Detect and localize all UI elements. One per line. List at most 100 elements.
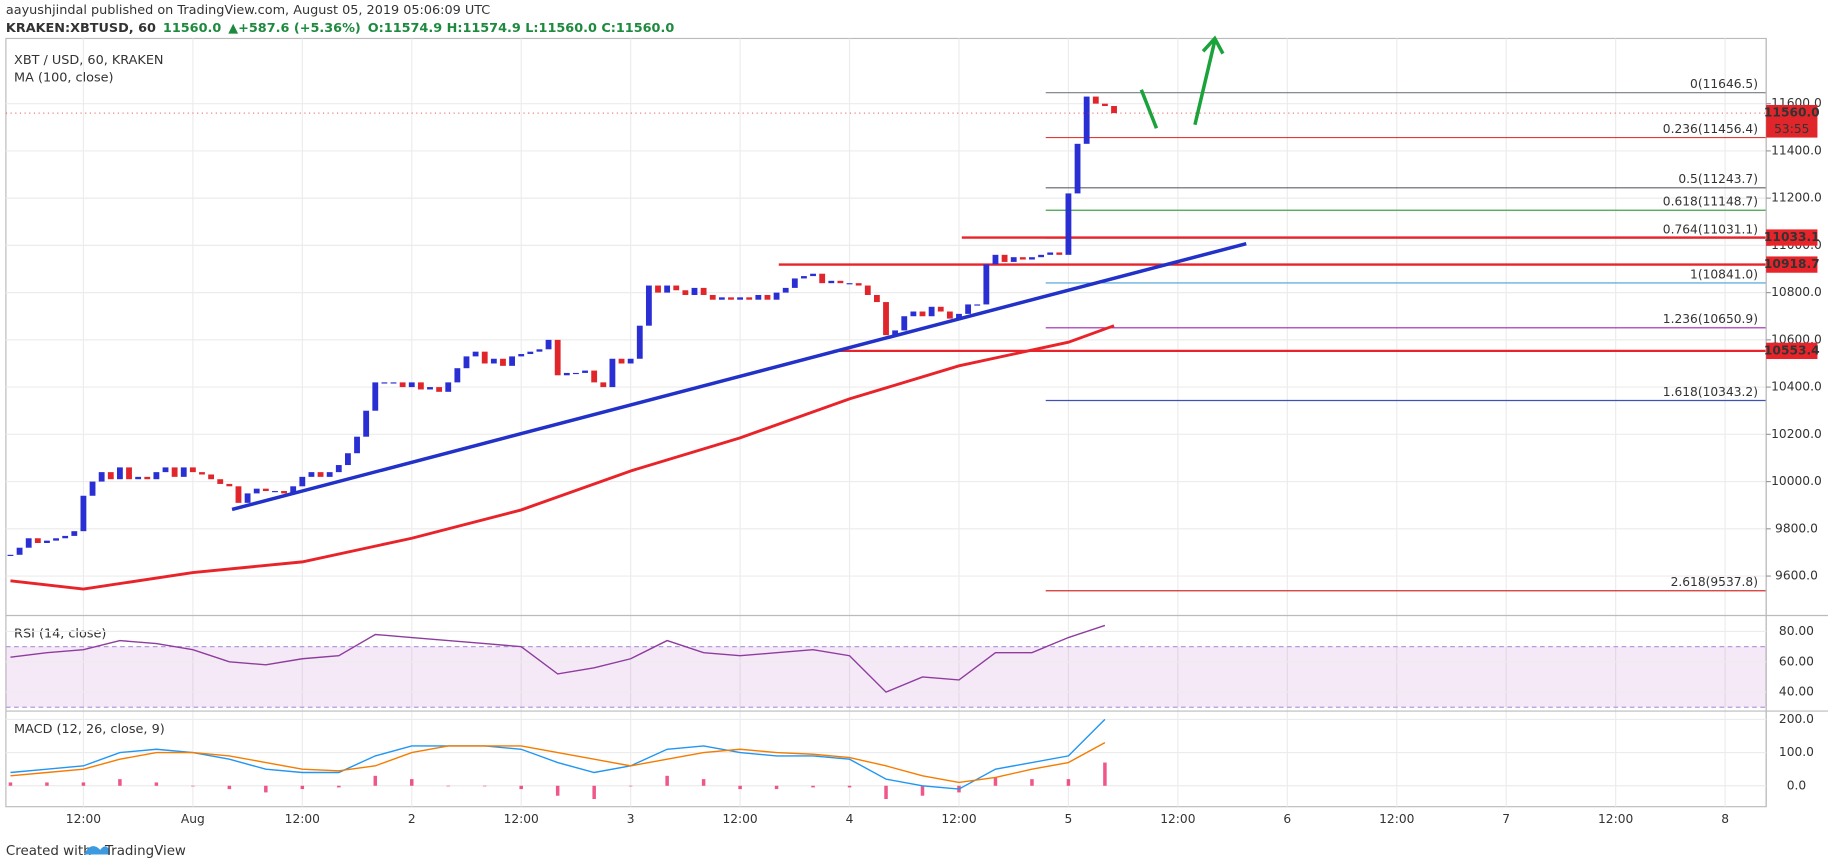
candle xyxy=(7,554,14,556)
macd-histogram-bar xyxy=(738,785,742,790)
change: +587.6 (+5.36%) xyxy=(238,20,361,35)
candle xyxy=(408,382,415,388)
level-tag xyxy=(1766,229,1818,246)
arrow-down xyxy=(1139,89,1159,129)
macd-histogram-bar xyxy=(410,779,414,786)
y-tick-label: 11200.0 xyxy=(1771,191,1822,205)
candle xyxy=(44,540,50,543)
candle xyxy=(80,495,87,532)
x-tick-label: 7 xyxy=(1502,812,1510,826)
candle xyxy=(454,368,461,383)
macd-histogram-bar xyxy=(884,785,888,800)
candle xyxy=(892,330,899,336)
up-arrow: ▲ xyxy=(228,20,238,35)
symbol: KRAKEN:XBTUSD, 60 xyxy=(6,20,156,35)
macd-histogram-bar xyxy=(81,782,86,786)
candle xyxy=(545,339,552,350)
y-tick-label: 10400.0 xyxy=(1771,380,1822,394)
y-tick-label: 10000.0 xyxy=(1771,474,1822,488)
y-tick-label: 10800.0 xyxy=(1771,285,1822,299)
macd-histogram-bar xyxy=(300,785,305,790)
macd-tick-label: 100.0 xyxy=(1779,745,1814,759)
candle xyxy=(490,358,497,364)
macd-line xyxy=(10,742,1106,784)
candle xyxy=(609,358,616,388)
y-tick-label: 9600.0 xyxy=(1775,569,1818,583)
candle xyxy=(746,297,753,300)
candle xyxy=(34,538,41,543)
footer-brand[interactable]: TradingView xyxy=(104,844,186,859)
candle xyxy=(956,313,962,319)
level-tag-label: 10553.4 xyxy=(1764,343,1820,357)
candle xyxy=(226,483,233,487)
footer-created: Created with xyxy=(6,844,92,859)
candle xyxy=(381,382,388,384)
macd-histogram-bar xyxy=(592,785,596,800)
candle xyxy=(682,290,689,295)
candle xyxy=(345,453,351,466)
level-tag-label: 11033.1 xyxy=(1764,230,1820,244)
candle xyxy=(1111,106,1117,114)
candle xyxy=(737,297,744,300)
macd-label: MACD (12, 26, close, 9) xyxy=(14,722,165,737)
x-tick-label: 4 xyxy=(846,812,854,826)
candle xyxy=(1019,257,1026,260)
tv-logo xyxy=(84,846,110,855)
candle xyxy=(363,410,370,437)
candle xyxy=(837,280,844,284)
candle xyxy=(399,382,406,388)
y-tick-label: 9800.0 xyxy=(1775,521,1818,535)
candle xyxy=(217,479,224,484)
macd-histogram-bar xyxy=(665,775,669,786)
candle xyxy=(436,387,443,392)
macd-histogram-bar xyxy=(191,785,195,787)
macd-histogram-bar xyxy=(45,782,49,786)
candle xyxy=(262,488,269,492)
candle xyxy=(16,547,23,555)
macd-histogram-bar xyxy=(154,782,159,786)
candle xyxy=(427,387,433,390)
macd-histogram-bar xyxy=(1103,762,1107,786)
macd-histogram-bar xyxy=(264,785,268,793)
candle xyxy=(636,325,643,359)
candle xyxy=(463,356,470,369)
rsi-tick-label: 80.00 xyxy=(1779,624,1814,638)
candle xyxy=(801,276,807,279)
main-pane: 0(11646.5) 0.236(11456.4) 0.5(11243.7) 0.61… xyxy=(5,77,1767,592)
candle xyxy=(1056,252,1063,255)
fib-label: 0.5(11243.7) xyxy=(1678,172,1758,186)
candle xyxy=(1092,96,1099,104)
candle xyxy=(873,294,880,303)
candle xyxy=(928,306,935,317)
ohlc: O:11574.9 H:11574.9 L:11560.0 C:11560.0 xyxy=(368,20,675,35)
candle xyxy=(691,287,698,295)
candle xyxy=(445,382,452,392)
macd-histogram-bar xyxy=(482,785,487,787)
symbol-line: KRAKEN:XBTUSD, 60 11560.0 ▲+587.6 (+5.36%)… xyxy=(6,20,674,35)
last-price-tag xyxy=(1766,104,1818,138)
macd-histogram-bar xyxy=(118,779,122,786)
candle xyxy=(326,472,333,477)
trend-line xyxy=(231,241,1247,512)
candle xyxy=(272,491,278,493)
candle xyxy=(718,297,725,300)
candle xyxy=(910,311,917,317)
fib-label: 1.618(10343.2) xyxy=(1663,385,1758,399)
candle xyxy=(1047,252,1054,255)
candle xyxy=(71,531,78,536)
candle xyxy=(107,472,114,480)
ma-line xyxy=(10,324,1115,591)
candle xyxy=(627,358,634,364)
candle xyxy=(1074,143,1081,194)
candle xyxy=(901,316,908,331)
candle xyxy=(153,472,160,480)
candle xyxy=(244,493,251,503)
candle xyxy=(116,467,123,480)
level-tag xyxy=(1766,342,1818,360)
macd-histogram-bar xyxy=(337,785,341,788)
macd-histogram-bar xyxy=(774,785,779,790)
fib-label: 0.236(11456.4) xyxy=(1663,122,1758,136)
grid xyxy=(5,38,1767,807)
candle xyxy=(481,351,488,364)
